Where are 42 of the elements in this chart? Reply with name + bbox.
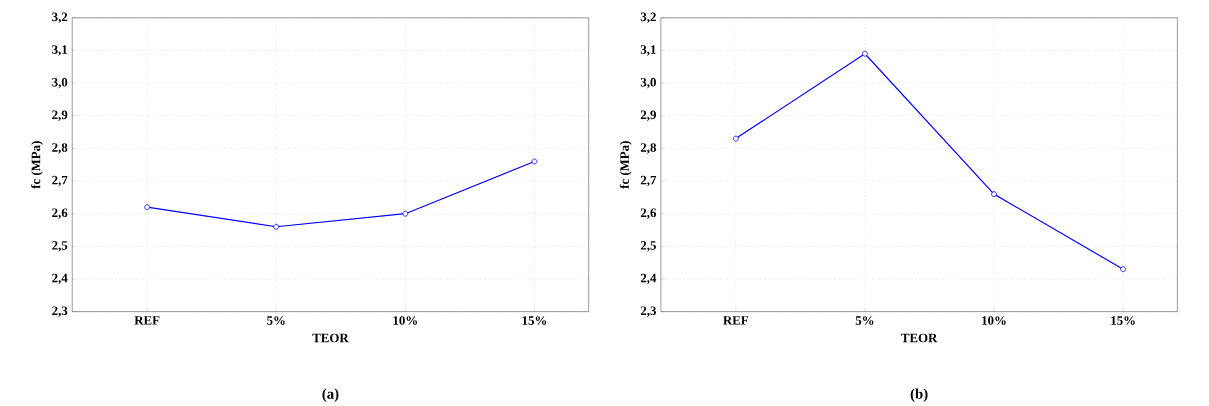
point: [862, 51, 868, 57]
y-tick-label: 2,3: [640, 306, 656, 318]
y-tick-label: 2,7: [52, 175, 68, 187]
y-axis-title: fc (MPa): [31, 141, 43, 189]
x-tick-label: 10%: [393, 316, 417, 326]
y-tick-label: 2,8: [52, 143, 68, 154]
y-tick-label: 2,9: [640, 110, 656, 122]
text: (b): [910, 388, 928, 403]
x-axis-title: TEOR: [312, 333, 349, 343]
y-tick-label: 2,7: [640, 175, 657, 187]
x-axis-title: TEOR: [901, 333, 938, 343]
y-tick-label: 2,8: [640, 143, 656, 154]
y-tick-label: 3,0: [640, 78, 656, 89]
y-tick-label: 3,1: [52, 45, 68, 56]
x-tick-label: 10%: [982, 316, 1006, 326]
point: [273, 224, 280, 230]
y-tick-label: 3,0: [52, 78, 68, 89]
text: (a): [322, 388, 339, 403]
y-tick-label: 2,4: [640, 273, 657, 285]
x-tick-label: 5%: [267, 316, 285, 326]
y-tick-label: 2,4: [52, 273, 68, 285]
y-tick-label: 3,2: [640, 12, 656, 24]
x-tick-label: 15%: [522, 316, 547, 326]
x-tick-label: REF: [723, 316, 749, 325]
y-tick-label: 3,1: [640, 45, 656, 56]
point: [732, 135, 739, 142]
x-tick-label: 5%: [855, 316, 874, 326]
x-tick-label: REF: [134, 316, 160, 325]
y-tick-label: 2,5: [640, 241, 656, 252]
y-tick-label: 3,2: [52, 12, 68, 24]
point: [991, 191, 997, 198]
y-tick-label: 2,6: [52, 208, 68, 220]
point: [402, 211, 409, 217]
x-tick-label: 15%: [1111, 316, 1135, 326]
y-tick-label: 2,9: [52, 110, 68, 122]
point: [531, 158, 538, 165]
point: [144, 204, 150, 211]
y-tick-label: 2,5: [52, 241, 68, 252]
y-tick-label: 2,3: [52, 306, 68, 318]
y-tick-label: 2,6: [640, 208, 657, 220]
point: [1120, 266, 1126, 273]
y-axis-title: fc (MPa): [619, 141, 632, 189]
